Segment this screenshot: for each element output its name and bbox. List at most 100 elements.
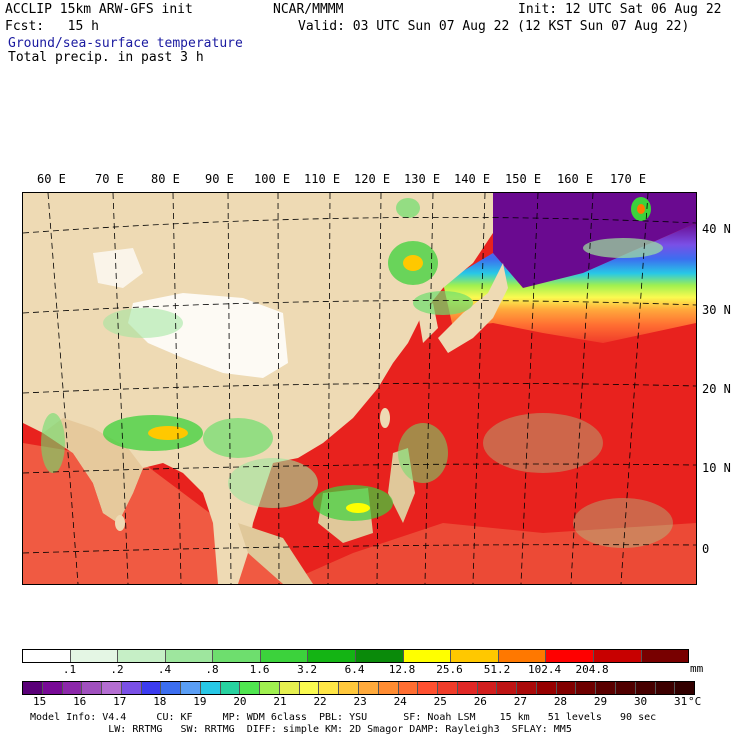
precip-color-swatch	[403, 650, 452, 662]
temperature-color-swatch	[497, 682, 518, 694]
temperature-tick-label: 19	[193, 695, 207, 708]
temperature-color-swatch	[220, 682, 241, 694]
temperature-tick-label: 30	[633, 695, 648, 708]
temperature-colorbar	[22, 681, 695, 695]
precip-colorbar	[22, 649, 689, 663]
map-canvas	[23, 193, 696, 584]
precip-color-swatch	[308, 650, 357, 662]
precip-tick-label: 51.2	[483, 663, 511, 676]
precip-tick-label: 1.6	[249, 663, 270, 676]
lon-label: 140 E	[454, 172, 491, 186]
lon-label: 120 E	[354, 172, 391, 186]
graticule	[23, 193, 696, 584]
land-eurasia	[23, 193, 493, 584]
temperature-unit: °C	[688, 695, 702, 708]
precip-color-swatch	[546, 650, 594, 662]
temperature-color-swatch	[319, 682, 340, 694]
precip-tick-label: 204.8	[575, 663, 609, 676]
temperature-color-swatch	[23, 682, 43, 694]
temperature-color-swatch	[279, 682, 300, 694]
field-title-temperature: Ground/sea-surface temperature	[8, 36, 243, 51]
lat-label: 40 N	[702, 222, 731, 236]
temperature-color-swatch	[141, 682, 162, 694]
precip-tick-label: 12.8	[388, 663, 416, 676]
temperature-color-swatch	[576, 682, 597, 694]
temperature-color-swatch	[398, 682, 419, 694]
precip-unit: mm	[690, 662, 704, 675]
temperature-tick-label: 21	[273, 695, 287, 708]
lon-label: 100 E	[254, 172, 291, 186]
lat-label: 0	[702, 542, 710, 556]
temperature-color-swatch	[438, 682, 458, 694]
lat-label: 30 N	[702, 303, 731, 317]
precip-color-swatch	[593, 650, 642, 662]
temperature-tick-label: 18	[153, 695, 167, 708]
temperature-tick-label: 22	[313, 695, 327, 708]
temperature-color-swatch	[339, 682, 360, 694]
lon-label: 70 E	[95, 172, 124, 186]
init-time: Init: 12 UTC Sat 06 Aug 22	[518, 2, 722, 17]
precip-color-swatch	[641, 650, 689, 662]
precip-tick-label: 102.4	[528, 663, 562, 676]
precip-tick-label: .4	[157, 663, 172, 676]
lon-label: 160 E	[557, 172, 594, 186]
precip-tick-label: .8	[205, 663, 219, 676]
temperature-color-swatch	[82, 682, 103, 694]
precip-tick-label: 25.6	[436, 663, 463, 676]
precip-color-swatch	[260, 650, 309, 662]
model-title: ACCLIP 15km ARW-GFS init	[5, 2, 193, 17]
lon-label: 80 E	[151, 172, 180, 186]
temperature-color-swatch	[556, 682, 577, 694]
land-sri-lanka	[115, 515, 125, 531]
temperature-tick-label: 17	[113, 695, 127, 708]
model-info-line2: LW: RRTMG SW: RRTMG DIFF: simple KM: 2D …	[30, 724, 572, 735]
temperature-color-swatch	[161, 682, 182, 694]
precip-color-swatch	[451, 650, 499, 662]
temperature-tick-label: 27	[513, 695, 527, 708]
temperature-color-swatch	[477, 682, 498, 694]
land-japan	[438, 263, 508, 353]
temperature-color-swatch	[675, 682, 695, 694]
precip-tick-label: .2	[110, 663, 124, 676]
temperature-tick-label: 29	[593, 695, 608, 708]
precip-color-swatch	[70, 650, 119, 662]
precip-tick-label: .1	[62, 663, 77, 676]
lon-label: 130 E	[404, 172, 441, 186]
precip-color-swatch	[213, 650, 261, 662]
temperature-tick-label: 24	[393, 695, 407, 708]
temperature-color-swatch	[260, 682, 280, 694]
precip-overlay	[41, 197, 673, 548]
snow-central-asia	[93, 248, 143, 288]
temperature-color-swatch	[121, 682, 142, 694]
lon-label: 150 E	[505, 172, 542, 186]
temperature-color-swatch	[418, 682, 439, 694]
temperature-color-swatch	[240, 682, 261, 694]
land-taiwan	[380, 408, 390, 428]
temperature-tick-label: 23	[353, 695, 367, 708]
temperature-color-swatch	[517, 682, 537, 694]
temperature-tick-label: 25	[433, 695, 447, 708]
temperature-color-swatch	[615, 682, 636, 694]
temperature-color-swatch	[200, 682, 221, 694]
temperature-tick-label: 16	[73, 695, 87, 708]
field-title-precip: Total precip. in past 3 h	[8, 50, 204, 65]
land-sumatra	[238, 523, 313, 584]
temperature-color-swatch	[536, 682, 557, 694]
temperature-tick-label: 20	[233, 695, 247, 708]
temperature-color-swatch	[655, 682, 676, 694]
lon-label: 170 E	[610, 172, 647, 186]
temperature-color-swatch	[378, 682, 399, 694]
temperature-tick-label: 26	[473, 695, 487, 708]
precip-color-swatch	[498, 650, 547, 662]
temperature-color-swatch	[299, 682, 320, 694]
temperature-color-swatch	[635, 682, 656, 694]
precip-color-swatch	[165, 650, 214, 662]
precip-color-swatch	[356, 650, 404, 662]
precip-tick-label: 3.2	[297, 663, 317, 676]
valid-time: Valid: 03 UTC Sun 07 Aug 22 (12 KST Sun …	[298, 19, 690, 34]
org-label: NCAR/MMMM	[273, 2, 344, 17]
lat-label: 10 N	[702, 461, 731, 475]
forecast-hour: Fcst: 15 h	[5, 19, 99, 34]
forecast-map	[22, 192, 697, 585]
temperature-color-swatch	[102, 682, 122, 694]
